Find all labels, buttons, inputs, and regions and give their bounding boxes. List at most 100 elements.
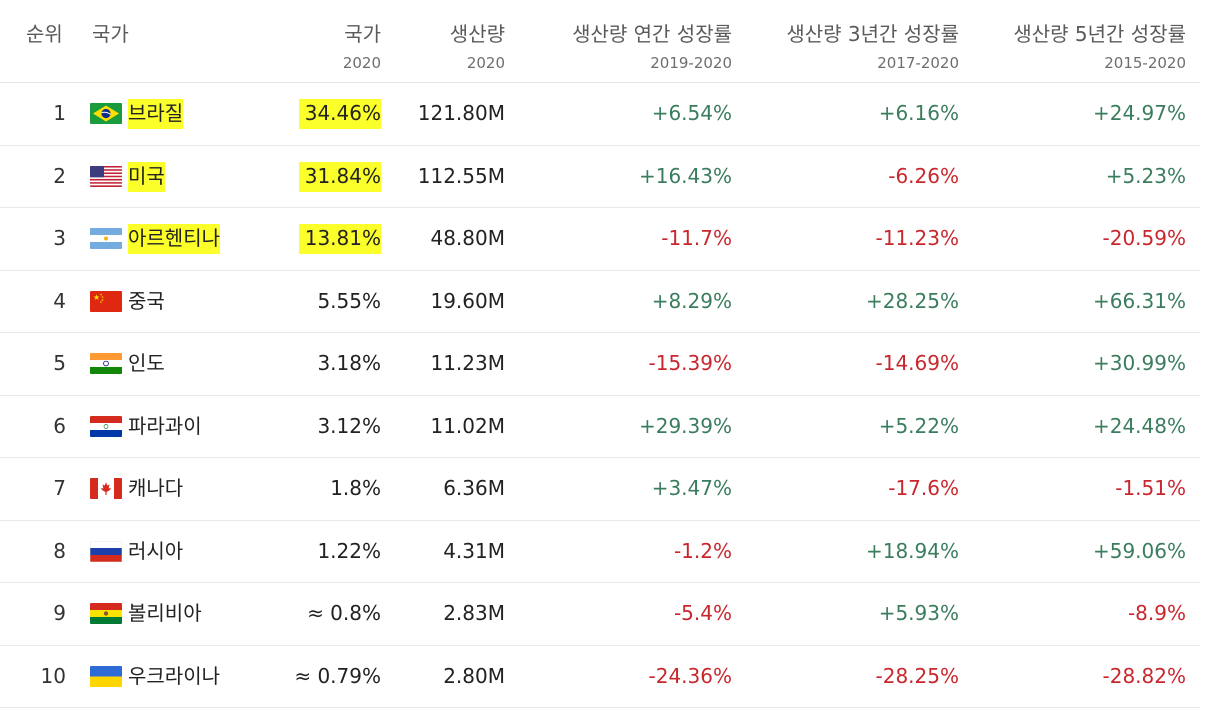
country-link[interactable]: 우크라이나 xyxy=(128,646,220,707)
production-cell: 11.02M xyxy=(430,396,505,457)
production-cell: 6.36M xyxy=(443,458,505,519)
growth-3y-cell: +6.16% xyxy=(879,83,959,144)
share-value: 31.84% xyxy=(299,162,381,192)
canada-flag-icon xyxy=(90,478,122,499)
header-country[interactable]: 국가 xyxy=(92,18,129,47)
growth-1y-cell: +6.54% xyxy=(652,83,732,144)
growth-3y-cell: -14.69% xyxy=(876,333,959,394)
growth-1y-cell: +16.43% xyxy=(639,146,732,207)
country-link[interactable]: 브라질 xyxy=(128,83,183,144)
header-rank[interactable]: 순위 xyxy=(26,18,63,47)
rank-cell: 8 xyxy=(20,521,66,582)
brazil-flag-icon xyxy=(90,103,122,124)
rank-cell: 7 xyxy=(20,458,66,519)
country-link[interactable]: 파라과이 xyxy=(128,396,202,457)
header-growth-5y[interactable]: 생산량 5년간 성장률 xyxy=(1013,18,1186,47)
growth-5y-cell: -28.82% xyxy=(1103,646,1186,707)
share-cell: ≈ 0.8% xyxy=(307,583,381,644)
rank-cell: 3 xyxy=(20,208,66,269)
country-link[interactable]: 러시아 xyxy=(128,521,183,582)
growth-5y-cell: +24.97% xyxy=(1093,83,1186,144)
share-cell: 3.12% xyxy=(317,396,381,457)
production-cell: 2.83M xyxy=(443,583,505,644)
share-value: 3.18% xyxy=(317,351,381,375)
share-cell: 1.8% xyxy=(330,458,381,519)
growth-1y-cell: +8.29% xyxy=(652,271,732,332)
share-cell: 1.22% xyxy=(317,521,381,582)
china-flag-icon: ★ xyxy=(90,291,122,312)
country-link[interactable]: 미국 xyxy=(128,146,165,207)
production-cell: 11.23M xyxy=(430,333,505,394)
table-header: 순위 국가 국가 2020 생산량 2020 생산량 연간 성장률 2019-2… xyxy=(0,0,1200,83)
country-link[interactable]: 볼리비아 xyxy=(128,583,202,644)
growth-5y-cell: +66.31% xyxy=(1093,271,1186,332)
table-row[interactable]: 6 파라과이 3.12% 11.02M +29.39% +5.22% +24.48% xyxy=(0,396,1200,459)
share-value: 1.8% xyxy=(330,476,381,500)
header-share-year: 2020 xyxy=(343,54,381,72)
production-cell: 48.80M xyxy=(430,208,505,269)
header-growth-3y-period: 2017-2020 xyxy=(877,54,959,72)
country-link[interactable]: 인도 xyxy=(128,333,165,394)
growth-1y-cell: -11.7% xyxy=(661,208,732,269)
production-cell: 4.31M xyxy=(443,521,505,582)
production-cell: 2.80M xyxy=(443,646,505,707)
argentina-flag-icon xyxy=(90,228,122,249)
country-name: 미국 xyxy=(128,162,165,192)
growth-1y-cell: -24.36% xyxy=(649,646,732,707)
share-cell: ≈ 0.79% xyxy=(294,646,381,707)
header-growth-1y-period: 2019-2020 xyxy=(650,54,732,72)
country-name: 아르헨티나 xyxy=(128,224,220,254)
country-link[interactable]: 중국 xyxy=(128,271,165,332)
production-cell: 112.55M xyxy=(418,146,505,207)
country-name: 파라과이 xyxy=(128,414,202,438)
country-name: 우크라이나 xyxy=(128,664,220,688)
share-cell: 34.46% xyxy=(299,83,381,144)
country-link[interactable]: 캐나다 xyxy=(128,458,183,519)
share-value: 5.55% xyxy=(317,289,381,313)
header-growth-3y[interactable]: 생산량 3년간 성장률 xyxy=(786,18,959,47)
growth-3y-cell: +28.25% xyxy=(866,271,959,332)
growth-3y-cell: -17.6% xyxy=(888,458,959,519)
share-cell: 31.84% xyxy=(299,146,381,207)
header-share[interactable]: 국가 xyxy=(344,18,381,47)
country-name: 인도 xyxy=(128,351,165,375)
rank-cell: 4 xyxy=(20,271,66,332)
share-value: 1.22% xyxy=(317,539,381,563)
header-growth-1y[interactable]: 생산량 연간 성장률 xyxy=(572,18,732,47)
growth-1y-cell: +3.47% xyxy=(652,458,732,519)
rank-cell: 2 xyxy=(20,146,66,207)
share-cell: 3.18% xyxy=(317,333,381,394)
country-name: 중국 xyxy=(128,289,165,313)
rank-cell: 1 xyxy=(20,83,66,144)
growth-3y-cell: -28.25% xyxy=(876,646,959,707)
growth-3y-cell: -11.23% xyxy=(876,208,959,269)
rank-cell: 6 xyxy=(20,396,66,457)
growth-5y-cell: -8.9% xyxy=(1128,583,1186,644)
growth-5y-cell: +24.48% xyxy=(1093,396,1186,457)
country-name: 브라질 xyxy=(128,99,183,129)
growth-5y-cell: +59.06% xyxy=(1093,521,1186,582)
table-row[interactable]: 1 브라질 34.46% 121.80M +6.54% +6.16% +24.97% xyxy=(0,83,1200,146)
usa-flag-icon xyxy=(90,166,122,187)
growth-1y-cell: -15.39% xyxy=(649,333,732,394)
header-production-year: 2020 xyxy=(467,54,505,72)
paraguay-flag-icon xyxy=(90,416,122,437)
table-body: 1 브라질 34.46% 121.80M +6.54% +6.16% +24.97% 2 미국 3… xyxy=(0,83,1200,708)
growth-1y-cell: +29.39% xyxy=(639,396,732,457)
production-cell: 121.80M xyxy=(418,83,505,144)
country-link[interactable]: 아르헨티나 xyxy=(128,208,220,269)
india-flag-icon xyxy=(90,353,122,374)
growth-1y-cell: -5.4% xyxy=(674,583,732,644)
header-production[interactable]: 생산량 xyxy=(450,18,505,47)
share-value: 34.46% xyxy=(299,99,381,129)
growth-3y-cell: +5.22% xyxy=(879,396,959,457)
